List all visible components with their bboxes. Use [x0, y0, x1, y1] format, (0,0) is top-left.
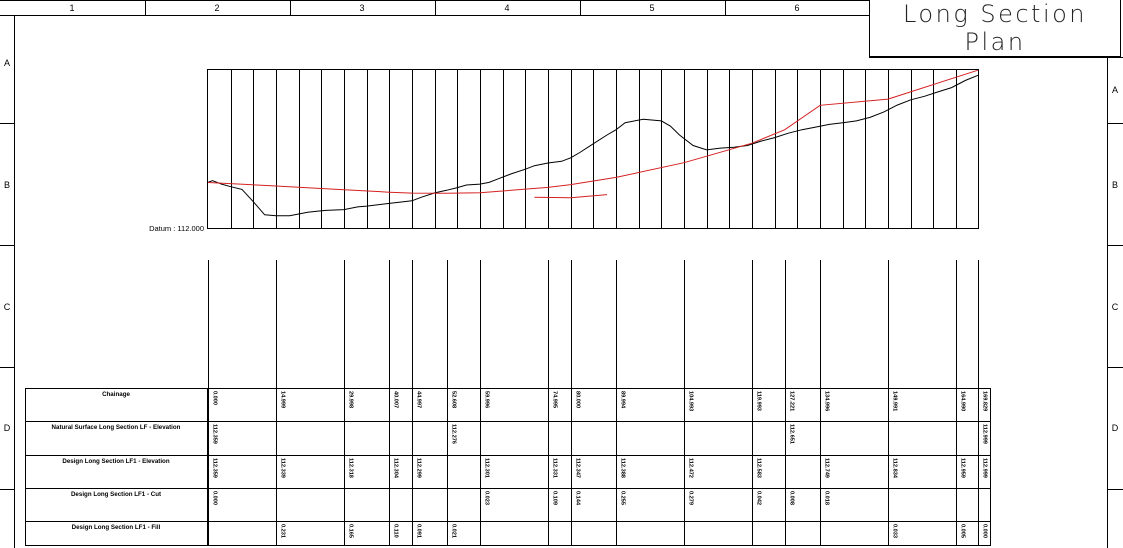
table-cell-value: 112.276 — [451, 424, 457, 444]
table-cell-value: 127.221 — [789, 391, 795, 411]
table-cell-value: 59.996 — [484, 391, 490, 408]
grid-row-label: D — [4, 423, 11, 433]
table-cell-value: 0.279 — [688, 491, 694, 505]
table-cell-value: 0.091 — [416, 524, 422, 538]
table-cell-value: 0.000 — [212, 391, 218, 405]
table-cell-value: 112.359 — [212, 458, 218, 478]
table-cell-value: 89.994 — [620, 391, 626, 409]
grid-row-label: B — [1112, 180, 1118, 190]
profile-station-lines — [231, 70, 957, 228]
table-row-label: Chainage — [102, 391, 130, 398]
table-cell-value: 29.998 — [348, 391, 354, 408]
table-cell-value: 0.165 — [348, 524, 354, 538]
table-cell-value: 104.993 — [688, 391, 694, 411]
table-cell-value: 112.834 — [892, 458, 898, 479]
table-cell-value: 134.996 — [824, 391, 830, 411]
table-cell-value: 112.339 — [280, 458, 286, 478]
grid-column-label: 3 — [359, 3, 364, 13]
grid-row-label: C — [1112, 302, 1119, 312]
table-cell-value: 0.033 — [892, 524, 898, 538]
grid-row-label: A — [1112, 85, 1118, 95]
table-cell-value: 149.991 — [892, 391, 898, 411]
table-cell-value: 112.472 — [688, 458, 694, 478]
table-cell-value: 0.144 — [575, 491, 581, 506]
table-row-label: Design Long Section LF1 - Elevation — [62, 458, 169, 465]
table-cell-value: 14.999 — [280, 391, 286, 408]
grid-column-label: 1 — [69, 3, 74, 13]
title-line-1: Long Section — [902, 0, 1088, 28]
grid-column-label: 6 — [794, 3, 799, 13]
grid-column-label: 5 — [649, 3, 654, 13]
table-cell-value: 112.999 — [982, 458, 988, 478]
datum-label: Datum : 112.000 — [149, 224, 204, 233]
table-cell-value: 0.008 — [789, 491, 795, 505]
design-line — [207, 69, 979, 194]
table-cell-value: 112.999 — [982, 424, 988, 444]
table-cell-value: 0.109 — [552, 491, 558, 505]
table-cell-value: 112.359 — [212, 424, 218, 444]
title-line-2: Plan — [964, 28, 1026, 56]
profile-series — [207, 69, 979, 217]
table-row-label: Design Long Section LF1 - Cut — [71, 491, 161, 498]
table-cell-value: 40.007 — [393, 391, 399, 408]
title-block: Long Section Plan — [869, 0, 1121, 57]
table-cell-value: 0.231 — [280, 524, 286, 538]
table-cell-value: 112.301 — [484, 458, 490, 478]
table-cell-value: 112.347 — [575, 458, 581, 478]
table-cell-value: 0.255 — [620, 491, 626, 505]
grid-row-label: A — [4, 58, 10, 68]
table-row-label: Natural Surface Long Section LF - Elevat… — [52, 424, 181, 431]
table-cell-value: 0.000 — [982, 524, 988, 538]
grid-column-label: 2 — [214, 3, 219, 13]
table-cell-value: 112.651 — [789, 424, 795, 444]
table-frame — [25, 388, 991, 546]
table-cell-value: 112.388 — [620, 458, 626, 478]
table-cell-value: 112.583 — [756, 458, 762, 478]
station-drop-lines — [208, 260, 979, 388]
natural-surface-line — [207, 74, 979, 217]
table-cell-value: 112.331 — [552, 458, 558, 478]
grid-row-label: D — [1112, 423, 1119, 433]
grid-column-label: 4 — [504, 3, 509, 13]
table-cell-value: 112.299 — [416, 458, 422, 478]
grid-row-label: C — [4, 302, 11, 312]
design-sketch-line — [534, 194, 608, 199]
data-table: Chainage 0.000 14.999 29.998 40.007 44.997 52.… — [25, 388, 991, 546]
table-cell-value: 0.110 — [393, 524, 399, 538]
table-cell-value: 0.000 — [212, 491, 218, 505]
table-cell-value: 52.608 — [451, 391, 457, 408]
table-cell-value: 112.959 — [960, 458, 966, 478]
table-cell-value: 112.318 — [348, 458, 354, 478]
table-cell-value: 80.000 — [575, 391, 581, 408]
table-cell-value: 0.021 — [451, 524, 457, 538]
profile-frame — [207, 69, 979, 229]
table-cell-value: 0.005 — [960, 524, 966, 538]
table-cell-value: 74.995 — [552, 391, 558, 408]
table-cell-value: 164.990 — [960, 391, 966, 411]
table-cell-value: 169.829 — [982, 391, 988, 411]
table-cell-value: 44.997 — [416, 391, 422, 408]
table-cell-value: 119.993 — [756, 391, 762, 411]
grid-row-label: B — [4, 180, 10, 190]
table-cell-value: 0.023 — [484, 491, 490, 505]
table-cell-value: 0.042 — [756, 491, 762, 505]
table-cell-value: 0.018 — [824, 491, 830, 505]
table-cell-value: 112.304 — [393, 458, 399, 479]
table-row-label: Design Long Section LF1 - Fill — [72, 524, 161, 531]
table-cell-value: 112.749 — [824, 458, 830, 478]
